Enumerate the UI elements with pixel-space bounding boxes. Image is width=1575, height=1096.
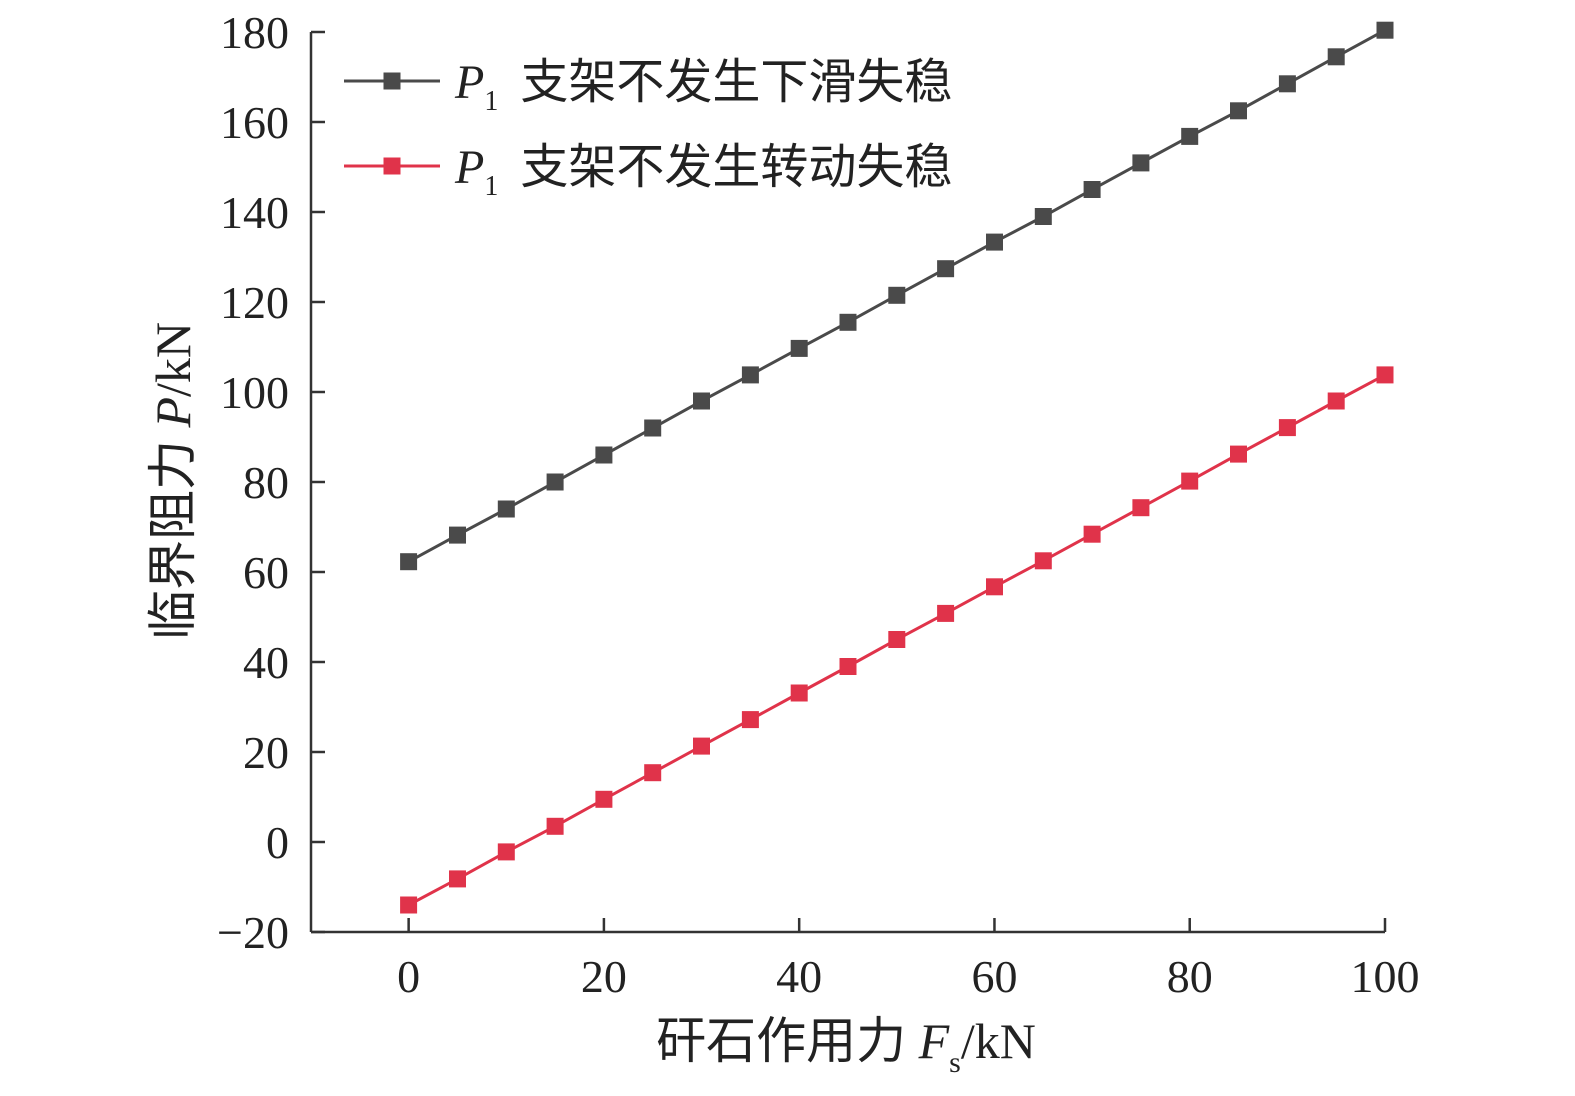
x-tick-label: 80 — [1167, 951, 1213, 1002]
data-point — [1181, 472, 1199, 490]
legend-item-1: P1 支架不发生下滑失稳 — [344, 56, 952, 117]
x-tick-label: 0 — [397, 951, 420, 1002]
legend-label-text: 支架不发生转动失稳 — [520, 141, 952, 194]
legend-marker — [383, 72, 401, 90]
legend-label-text: 支架不发生下滑失稳 — [520, 56, 952, 109]
data-point — [693, 737, 710, 755]
data-point — [1083, 525, 1101, 543]
legend-label: P1 支架不发生转动失稳 — [454, 141, 952, 202]
data-point — [693, 392, 710, 410]
y-tick-label: 120 — [220, 277, 289, 328]
data-point — [986, 233, 1003, 251]
x-axis-title-unit: /kN — [961, 1013, 1036, 1069]
series-1 — [400, 21, 1394, 571]
data-point — [839, 313, 857, 331]
series-group — [400, 21, 1394, 914]
data-point — [937, 260, 955, 278]
data-point — [449, 870, 466, 888]
data-point — [1230, 445, 1247, 463]
data-point — [790, 684, 808, 702]
data-point — [839, 658, 857, 675]
x-tick-label: 100 — [1351, 951, 1420, 1002]
data-point — [400, 553, 418, 571]
data-point — [937, 604, 955, 622]
x-tick-label: 60 — [971, 951, 1017, 1002]
y-axis-title-var: P — [145, 397, 201, 429]
data-point — [1376, 366, 1394, 384]
x-axis-title-sub: s — [949, 1046, 961, 1079]
x-tick-label: 20 — [581, 951, 627, 1002]
y-tick-label: 40 — [243, 637, 289, 688]
legend-label: P1 支架不发生下滑失稳 — [454, 56, 952, 117]
data-point — [741, 711, 759, 729]
data-point — [1132, 154, 1150, 172]
legend-label-sub: 1 — [484, 171, 498, 202]
data-point — [1278, 75, 1296, 93]
series-2 — [400, 366, 1394, 914]
data-point — [1230, 102, 1247, 120]
y-axis-title-unit: /kN — [145, 322, 201, 397]
data-point — [546, 473, 564, 491]
x-tick-label: 40 — [776, 951, 822, 1002]
data-point — [449, 526, 466, 544]
axes: −20 0 20 40 60 80 100 120 140 160 180 0 20 40 60 80 100 — [217, 7, 1419, 1002]
y-tick-label: 0 — [266, 817, 289, 868]
y-tick-label: −20 — [217, 907, 289, 958]
legend-label-var: P — [454, 141, 484, 194]
legend-marker — [383, 157, 401, 175]
x-axis-title: 矸石作用力 Fs/kN — [656, 1013, 1036, 1079]
data-point — [741, 366, 759, 384]
y-tick-label: 140 — [220, 187, 289, 238]
data-point — [546, 817, 564, 835]
data-point — [888, 286, 906, 304]
y-axis-title: 临界阻力 P/kN — [145, 322, 201, 640]
data-point — [986, 578, 1003, 596]
data-point — [1132, 499, 1150, 517]
data-point — [1181, 127, 1199, 145]
data-point — [644, 764, 662, 782]
x-axis-title-var: F — [918, 1013, 950, 1069]
y-tick-label: 160 — [220, 97, 289, 148]
x-axis-title-text: 矸石作用力 — [656, 1013, 919, 1069]
data-point — [644, 419, 662, 437]
data-point — [1327, 392, 1345, 410]
data-point — [400, 896, 418, 914]
legend-label-sub: 1 — [484, 86, 498, 117]
data-point — [1034, 552, 1052, 570]
data-point — [497, 843, 515, 861]
y-tick-label: 100 — [220, 367, 289, 418]
data-point — [595, 446, 613, 464]
data-point — [1083, 181, 1101, 198]
data-point — [1278, 419, 1296, 437]
y-axis-title-text: 临界阻力 — [145, 428, 201, 641]
data-point — [595, 790, 613, 808]
y-tick-label: 20 — [243, 727, 289, 778]
data-point — [888, 631, 906, 648]
data-point — [1034, 208, 1052, 225]
legend-item-2: P1 支架不发生转动失稳 — [344, 141, 952, 202]
y-tick-label: 80 — [243, 457, 289, 508]
data-point — [1376, 21, 1394, 39]
data-point — [497, 500, 515, 518]
y-tick-label: 180 — [220, 7, 289, 58]
data-point — [790, 339, 808, 357]
legend-label-var: P — [454, 56, 484, 109]
y-tick-label: 60 — [243, 547, 289, 598]
data-point — [1327, 48, 1345, 66]
